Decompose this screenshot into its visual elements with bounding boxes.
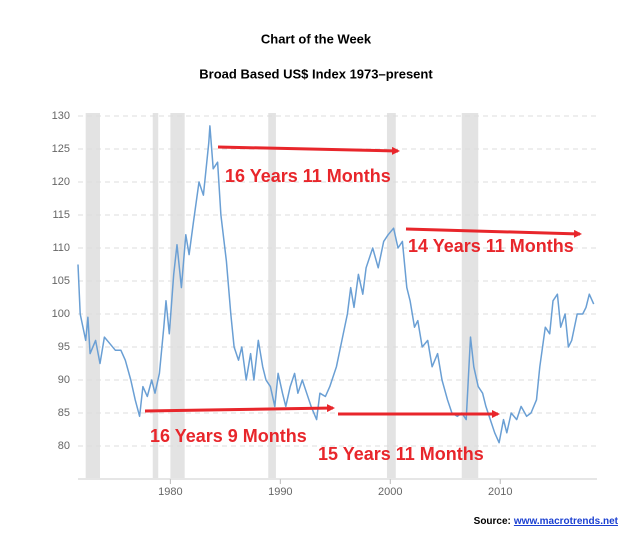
arrow xyxy=(144,404,335,413)
annotation: 16 Years 9 Months xyxy=(150,426,307,446)
arrow xyxy=(217,145,400,155)
source-link[interactable]: www.macrotrends.net xyxy=(513,516,619,527)
y-tick-label: 105 xyxy=(52,275,70,287)
y-tick-label: 90 xyxy=(58,374,70,386)
shaded-range xyxy=(152,113,159,478)
shaded-range xyxy=(85,113,100,478)
annotation: 14 Years 11 Months xyxy=(408,236,574,256)
shaded-range xyxy=(461,113,479,478)
y-tick-label: 120 xyxy=(52,176,70,188)
shaded-range xyxy=(386,113,396,478)
x-tick-label: 2010 xyxy=(488,486,512,498)
y-tick-label: 80 xyxy=(58,440,70,452)
shaded-range xyxy=(268,113,276,478)
arrow xyxy=(405,227,582,238)
x-tick-label: 2000 xyxy=(378,486,402,498)
source-label: Source: xyxy=(474,516,511,527)
y-tick-label: 110 xyxy=(52,242,70,254)
x-tick-label: 1990 xyxy=(268,486,292,498)
annotations: 16 Years 11 Months 14 Years 11 Months 16… xyxy=(144,145,582,464)
y-tick-label: 95 xyxy=(58,341,70,353)
shaded-range xyxy=(170,113,185,478)
source: Source: www.macrotrends.net xyxy=(474,516,619,527)
y-tick-label: 85 xyxy=(58,407,70,419)
chart-subtitle: Broad Based US$ Index 1973–present xyxy=(199,66,433,81)
data-line xyxy=(77,125,595,444)
y-tick-label: 125 xyxy=(52,143,70,155)
annotation: 15 Years 11 Months xyxy=(318,444,484,464)
chart-title: Chart of the Week xyxy=(261,31,372,46)
y-tick-label: 115 xyxy=(52,209,70,221)
y-tick-label: 130 xyxy=(52,110,70,122)
y-tick-label: 100 xyxy=(52,308,70,320)
annotation: 16 Years 11 Months xyxy=(225,166,391,186)
x-tick-label: 1980 xyxy=(158,486,182,498)
